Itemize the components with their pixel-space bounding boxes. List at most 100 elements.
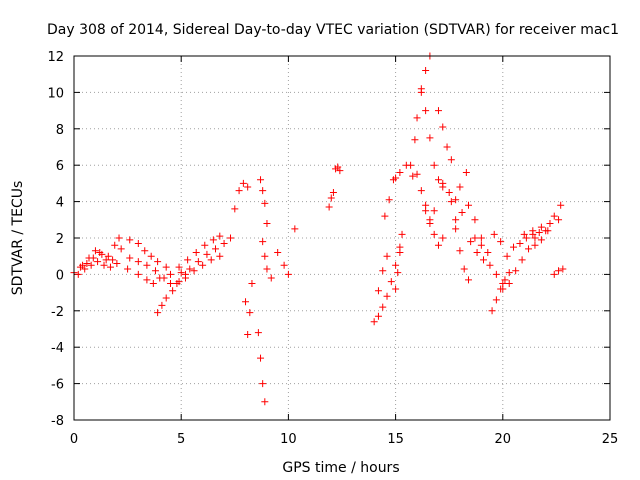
data-point <box>199 261 207 269</box>
data-point <box>471 234 479 242</box>
data-point <box>525 245 533 253</box>
data-point <box>456 247 464 255</box>
data-point <box>510 243 518 251</box>
data-point <box>194 258 202 266</box>
data-point <box>154 258 162 266</box>
data-point <box>151 267 159 275</box>
data-point <box>447 156 455 164</box>
data-point <box>147 252 155 260</box>
data-point <box>512 267 520 275</box>
data-point <box>452 225 460 233</box>
data-point <box>559 265 567 273</box>
data-point <box>158 301 166 309</box>
data-point <box>537 236 545 244</box>
data-point <box>81 265 89 273</box>
data-point <box>477 241 485 249</box>
data-point <box>87 261 95 269</box>
data-point <box>537 223 545 231</box>
data-point <box>113 259 121 267</box>
data-point <box>456 183 464 191</box>
data-point <box>467 238 475 246</box>
data-point <box>274 249 282 257</box>
data-point <box>184 256 192 264</box>
y-tick-label: -2 <box>51 305 64 320</box>
data-point <box>327 194 335 202</box>
x-tick-label: 0 <box>70 432 78 447</box>
data-point <box>169 287 177 295</box>
data-point <box>235 187 243 195</box>
data-point <box>417 187 425 195</box>
data-point <box>325 203 333 211</box>
data-point <box>329 189 337 196</box>
data-point <box>291 225 299 233</box>
data-point <box>248 280 256 287</box>
data-point <box>160 274 168 282</box>
data-point <box>439 123 447 131</box>
y-tick-label: 4 <box>56 196 64 211</box>
chart-title: Day 308 of 2014, Sidereal Day-to-day VTE… <box>47 22 619 38</box>
data-point <box>434 241 442 249</box>
data-point <box>544 227 552 235</box>
data-point <box>192 249 200 257</box>
y-tick-label: 2 <box>56 232 64 247</box>
data-point <box>166 280 174 287</box>
data-point <box>447 198 455 206</box>
data-point <box>422 201 430 209</box>
data-point <box>484 249 492 257</box>
data-point <box>126 254 134 262</box>
data-point <box>381 212 389 220</box>
data-point <box>175 263 183 271</box>
data-point <box>477 234 485 242</box>
data-point <box>505 269 513 277</box>
x-axis-label: GPS time / hours <box>282 460 399 476</box>
data-point <box>407 161 415 169</box>
data-point <box>259 187 267 195</box>
data-point <box>91 247 99 255</box>
data-point <box>555 267 563 275</box>
data-point <box>392 285 400 293</box>
data-point <box>143 276 151 284</box>
data-point <box>379 303 387 311</box>
data-point <box>74 270 82 278</box>
data-point <box>143 261 151 269</box>
data-point <box>124 265 132 273</box>
data-point <box>263 265 271 273</box>
data-point <box>430 207 438 215</box>
data-point <box>85 254 93 262</box>
data-point <box>471 216 479 224</box>
data-point <box>426 134 434 142</box>
data-point <box>557 201 565 209</box>
data-point <box>434 176 442 184</box>
data-points <box>70 52 567 406</box>
data-point <box>497 238 505 246</box>
data-point <box>98 250 106 258</box>
data-point <box>227 234 235 242</box>
data-point <box>499 285 507 293</box>
data-point <box>430 161 438 169</box>
data-point <box>434 107 442 115</box>
data-point <box>374 287 382 295</box>
x-tick-label: 20 <box>495 432 512 447</box>
data-point <box>186 265 194 273</box>
data-point <box>409 172 417 180</box>
y-tick-label: 6 <box>56 159 64 174</box>
data-point <box>162 263 170 271</box>
data-point <box>104 252 112 260</box>
x-tick-label: 10 <box>280 432 297 447</box>
data-point <box>216 232 224 240</box>
data-point <box>203 250 211 258</box>
data-point <box>209 236 217 244</box>
data-point <box>244 183 252 191</box>
data-point <box>443 143 451 151</box>
data-point <box>134 258 142 266</box>
y-tick-label: 10 <box>47 86 64 101</box>
data-point <box>422 107 430 115</box>
data-point <box>398 230 406 238</box>
data-point <box>190 267 198 275</box>
data-point <box>374 312 382 320</box>
data-point <box>464 201 472 209</box>
data-point <box>181 274 189 282</box>
data-point <box>505 280 513 287</box>
data-point <box>111 241 119 249</box>
plot-frame <box>73 55 611 421</box>
